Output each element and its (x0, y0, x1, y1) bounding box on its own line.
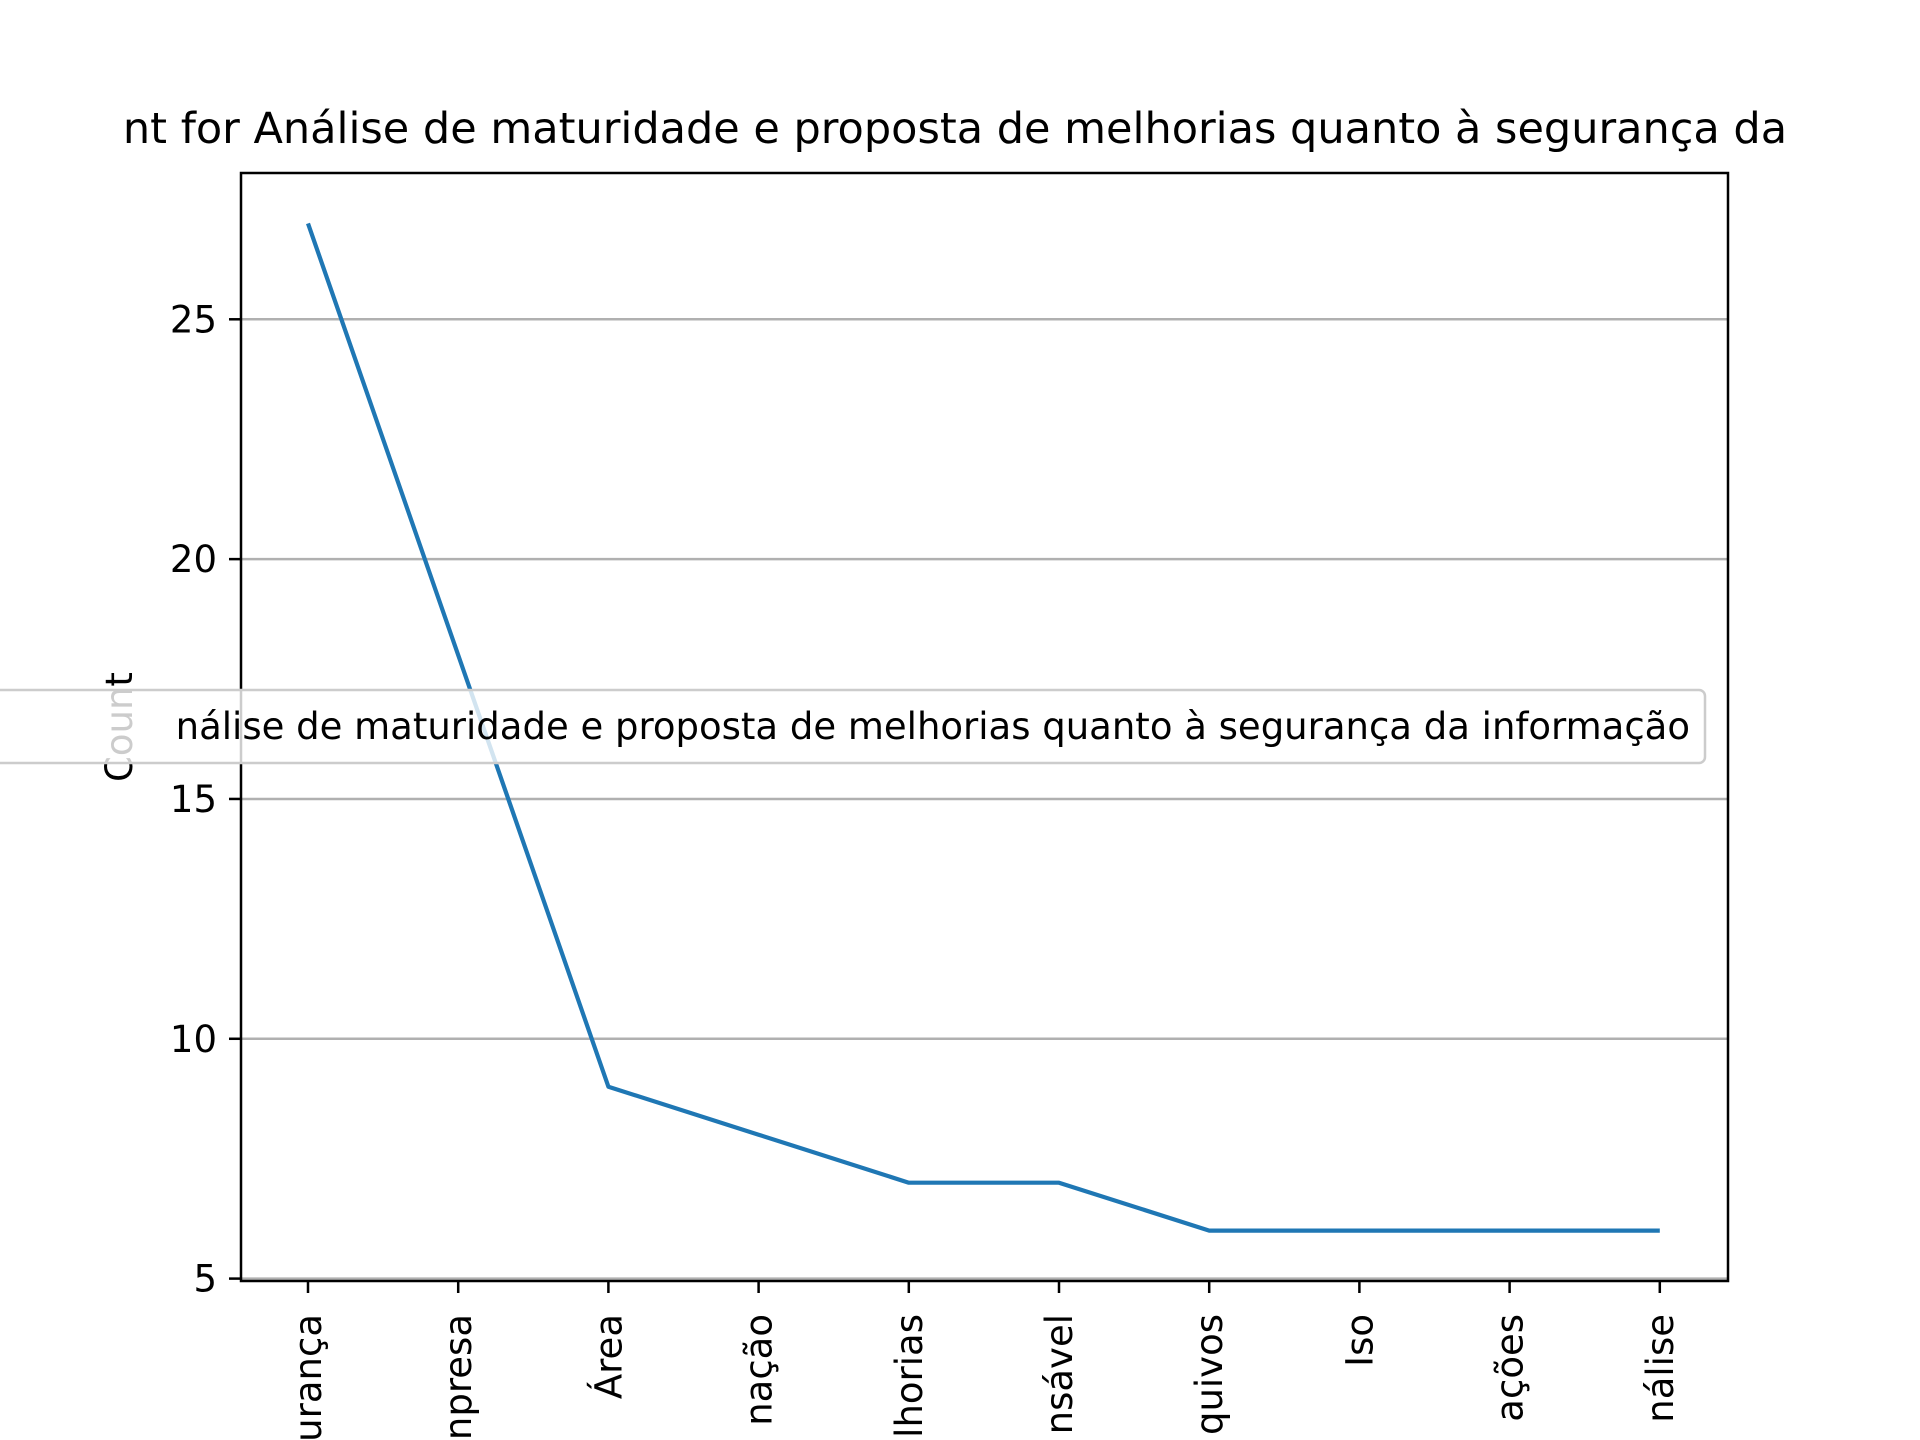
x-tick-label: quivos (1188, 1314, 1231, 1435)
gridlines (241, 318, 1728, 1280)
y-tick-label: 15 (170, 778, 217, 821)
series-layer (306, 222, 1660, 1233)
chart-title: nt for Análise de maturidade e proposta … (123, 104, 1787, 154)
y-tick-label: 20 (170, 538, 217, 581)
x-tick-label: urança (287, 1314, 330, 1440)
series-line (306, 222, 1660, 1233)
x-tick-label: Iso (1338, 1314, 1381, 1367)
x-tick-label: ações (1489, 1314, 1532, 1422)
x-tick-label: Área (586, 1314, 630, 1399)
y-tick-label: 25 (170, 298, 217, 341)
y-axis: 5 10 15 20 25 (170, 298, 241, 1301)
x-tick-label: nálise (1639, 1314, 1682, 1423)
y-tick-label: 10 (170, 1018, 217, 1061)
legend-label: nálise de maturidade e proposta de melho… (176, 705, 1690, 748)
x-tick-label: nsável (1038, 1314, 1081, 1434)
x-tick-label: lhorias (888, 1314, 931, 1438)
y-tick-label: 5 (193, 1258, 217, 1301)
x-tick-label: npresa (437, 1314, 480, 1440)
legend-box (0, 688, 1707, 765)
x-axis: urança npresa Área nação lhorias nsável quivos… (287, 1281, 1682, 1440)
legend: nálise de maturidade e proposta de melho… (0, 688, 1707, 765)
x-tick-label: nação (738, 1314, 781, 1426)
